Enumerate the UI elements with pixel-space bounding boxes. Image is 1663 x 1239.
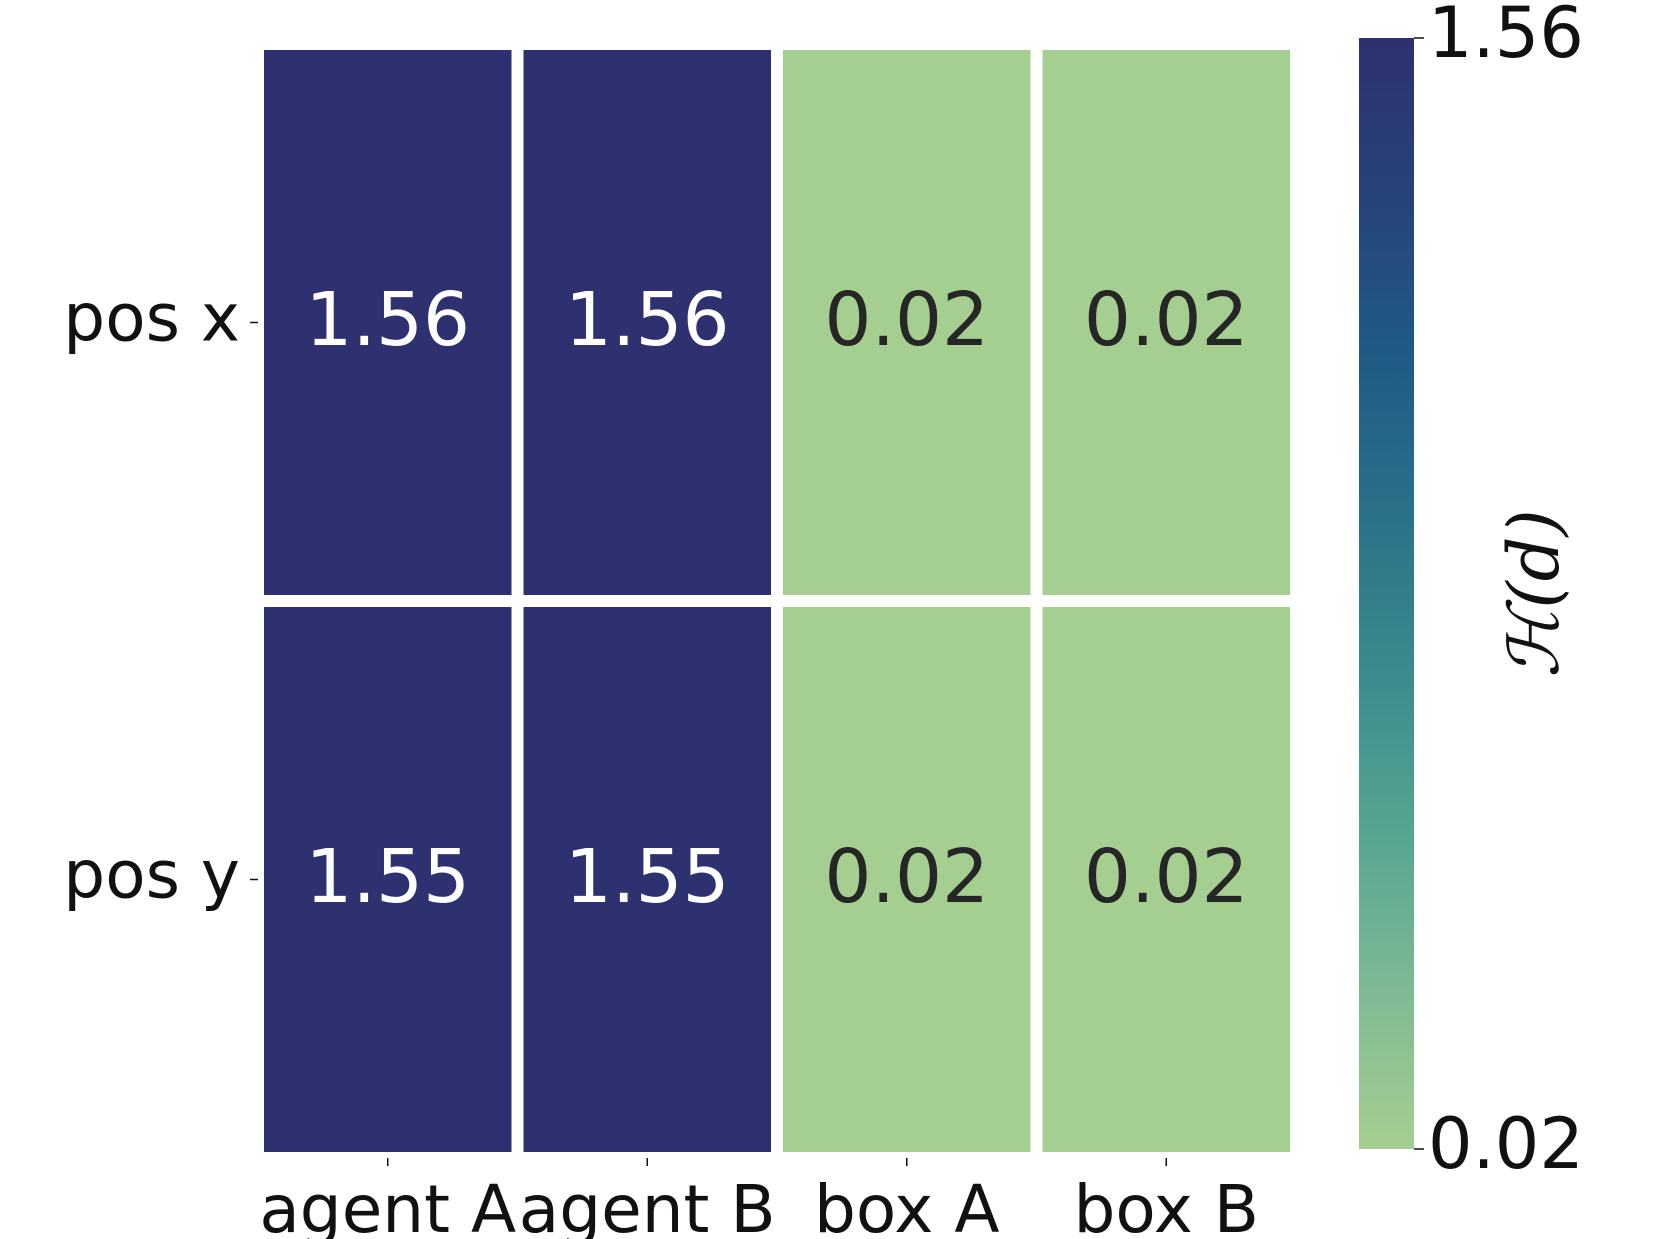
heatmap-cell — [264, 50, 512, 595]
heatmap-cell-value: 1.55 — [565, 834, 730, 920]
colorbar-min-label: 0.02 — [1428, 1103, 1584, 1185]
heatmap-cells — [264, 50, 1290, 1152]
colorbar-title: ℋ(d) — [1493, 509, 1575, 678]
heatmap-cell-value: 0.02 — [1084, 277, 1249, 363]
heatmap-cell — [264, 607, 512, 1152]
column-tick-label: agent B — [519, 1171, 776, 1239]
heatmap-cell — [523, 607, 771, 1152]
heatmap-cell-labels: 1.56 1.56 0.02 0.02 1.55 1.55 0.02 0.02 — [305, 277, 1248, 920]
heatmap-cell — [523, 50, 771, 595]
heatmap-cell-value: 1.56 — [565, 277, 730, 363]
colorbar-max-label: 1.56 — [1428, 0, 1584, 74]
heatmap-cell — [783, 607, 1031, 1152]
heatmap-cell-value: 0.02 — [1084, 834, 1249, 920]
heatmap-cell — [1042, 607, 1290, 1152]
column-tick-label: box A — [814, 1171, 999, 1239]
column-tick-label: agent A — [259, 1171, 516, 1239]
heatmap-cell-value: 1.56 — [305, 277, 470, 363]
row-tick-label: pos y — [63, 837, 240, 914]
heatmap-cell — [1042, 50, 1290, 595]
column-tick-label: box B — [1073, 1171, 1259, 1239]
row-tick-labels: pos x pos y — [63, 280, 258, 914]
row-tick-label: pos x — [63, 280, 240, 357]
heatmap-cell — [783, 50, 1031, 595]
colorbar-gradient-bar — [1359, 38, 1414, 1149]
heatmap-cell-value: 0.02 — [824, 834, 989, 920]
colorbar: 1.56 0.02 ℋ(d) — [1359, 0, 1584, 1185]
heatmap-cell-value: 0.02 — [824, 277, 989, 363]
heatmap-cell-value: 1.55 — [305, 834, 470, 920]
